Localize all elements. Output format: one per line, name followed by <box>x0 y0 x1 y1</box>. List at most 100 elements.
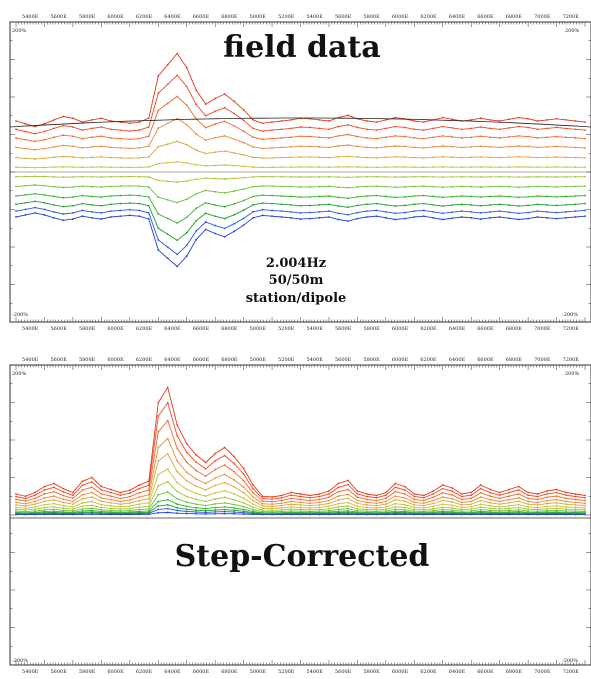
data-point <box>413 210 416 213</box>
data-point <box>280 510 283 513</box>
data-point <box>470 175 473 178</box>
data-point <box>242 467 245 470</box>
data-point <box>489 509 492 512</box>
data-point <box>195 478 198 480</box>
data-point <box>299 501 302 504</box>
data-point <box>574 495 577 498</box>
data-point <box>119 137 122 140</box>
data-point <box>565 497 567 500</box>
data-point <box>413 216 416 218</box>
data-point <box>280 166 283 169</box>
data-point <box>546 499 548 502</box>
data-point <box>347 197 349 200</box>
data-point <box>565 203 567 206</box>
data-point <box>318 136 321 139</box>
data-point <box>15 120 17 122</box>
data-point <box>271 507 273 510</box>
data-point <box>53 195 55 198</box>
data-point <box>271 509 273 512</box>
data-point <box>204 475 207 478</box>
data-point <box>384 175 387 178</box>
data-point <box>72 212 74 214</box>
data-point <box>261 147 264 150</box>
data-point <box>214 123 217 126</box>
data-point <box>214 151 217 154</box>
data-point <box>138 487 141 490</box>
data-point <box>62 134 65 137</box>
data-point <box>384 216 387 219</box>
data-point <box>451 497 454 500</box>
data-point <box>157 249 160 251</box>
x-tick-label: 6600E <box>477 669 494 675</box>
data-point <box>565 195 567 198</box>
data-point <box>233 507 236 509</box>
data-point <box>233 511 236 513</box>
data-point <box>489 175 492 178</box>
data-point <box>403 510 406 513</box>
data-point <box>290 136 292 139</box>
data-point <box>34 510 36 512</box>
data-point <box>34 132 36 135</box>
data-point <box>233 486 236 488</box>
data-point <box>432 175 435 178</box>
data-point <box>546 146 548 148</box>
data-point <box>413 146 416 149</box>
data-point <box>441 496 444 498</box>
data-point <box>441 212 444 215</box>
data-point <box>90 509 93 512</box>
data-point <box>309 196 311 198</box>
data-point <box>81 489 84 491</box>
data-point <box>299 506 302 509</box>
data-point <box>185 442 188 445</box>
data-point <box>166 161 169 164</box>
data-point <box>337 134 340 137</box>
data-point <box>365 508 368 511</box>
data-point <box>337 205 340 207</box>
data-point <box>555 511 558 513</box>
data-point <box>384 491 387 494</box>
data-point <box>517 497 520 499</box>
data-point <box>157 511 160 514</box>
data-point <box>517 500 520 503</box>
data-point <box>527 204 529 207</box>
data-point <box>498 497 501 500</box>
data-point <box>309 156 311 158</box>
data-point <box>166 498 169 501</box>
data-point <box>242 479 245 482</box>
data-point <box>53 210 55 213</box>
data-point <box>451 176 454 178</box>
data-point <box>280 494 283 497</box>
data-point <box>223 217 226 220</box>
data-point <box>242 510 245 513</box>
data-point <box>223 235 226 238</box>
data-point <box>441 491 444 494</box>
data-point <box>242 188 245 191</box>
data-point <box>290 118 292 121</box>
data-point <box>128 489 131 492</box>
data-point <box>460 495 463 498</box>
data-point <box>451 156 454 159</box>
data-point <box>403 217 406 220</box>
data-point <box>403 500 406 503</box>
data-point <box>565 146 567 148</box>
data-point <box>536 146 539 149</box>
data-point <box>81 194 84 197</box>
data-point <box>441 186 444 189</box>
data-point <box>413 501 416 504</box>
data-point <box>147 508 150 510</box>
data-point <box>214 136 217 139</box>
data-point <box>223 446 226 449</box>
data-point <box>451 501 454 503</box>
data-point <box>422 137 425 140</box>
data-point <box>252 506 254 509</box>
data-point <box>72 145 74 148</box>
data-point <box>119 511 122 514</box>
data-point <box>223 454 226 457</box>
data-point <box>432 136 435 139</box>
data-point <box>384 136 387 139</box>
data-point <box>81 508 84 510</box>
data-point <box>204 221 207 223</box>
data-point <box>422 156 425 159</box>
data-point <box>43 485 46 488</box>
data-point <box>24 201 27 204</box>
